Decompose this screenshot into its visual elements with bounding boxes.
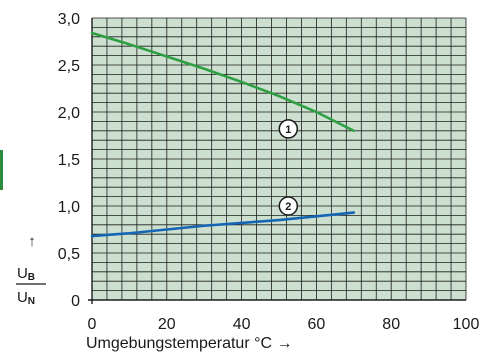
- y-axis-denominator: UN: [17, 289, 35, 307]
- y-tick-label: 1,5: [58, 152, 80, 169]
- y-axis-arrow: ↑: [28, 233, 36, 250]
- series-line-2: [90, 211, 356, 238]
- series-markers: 12: [278, 119, 299, 216]
- y-tick-labels: 0 0,5 1,0 1,5 2,0 2,5 3,0: [58, 11, 80, 310]
- series-marker-circle: [278, 196, 299, 216]
- x-tick-labels: 0 20 40 60 80 100: [88, 316, 480, 333]
- series-group: [90, 31, 356, 238]
- y-tick-label: 0,5: [58, 246, 80, 263]
- grid: [88, 17, 467, 304]
- y-tick-label: 2,0: [58, 105, 80, 122]
- y-axis-label: ↑ UB UN: [16, 233, 46, 307]
- x-tick-label: 20: [158, 316, 176, 333]
- x-axis-label: Umgebungstemperatur °C →: [86, 335, 292, 352]
- series-marker-label: 1: [285, 124, 291, 136]
- series-line-1: [90, 31, 356, 133]
- x-tick-label: 80: [382, 316, 400, 333]
- y-tick-label: 0: [71, 293, 80, 310]
- x-tick-label: 0: [88, 316, 97, 333]
- x-tick-label: 40: [233, 316, 251, 333]
- y-tick-label: 2,5: [58, 58, 80, 75]
- x-tick-label: 60: [308, 316, 326, 333]
- y-tick-label: 1,0: [58, 199, 80, 216]
- side-tab-accent: [0, 150, 3, 190]
- y-axis-numerator: UB: [17, 265, 35, 283]
- series-marker-label: 2: [285, 201, 291, 213]
- series-marker-circle: [278, 119, 299, 139]
- x-tick-label: 100: [453, 316, 480, 333]
- y-tick-label: 3,0: [58, 11, 80, 28]
